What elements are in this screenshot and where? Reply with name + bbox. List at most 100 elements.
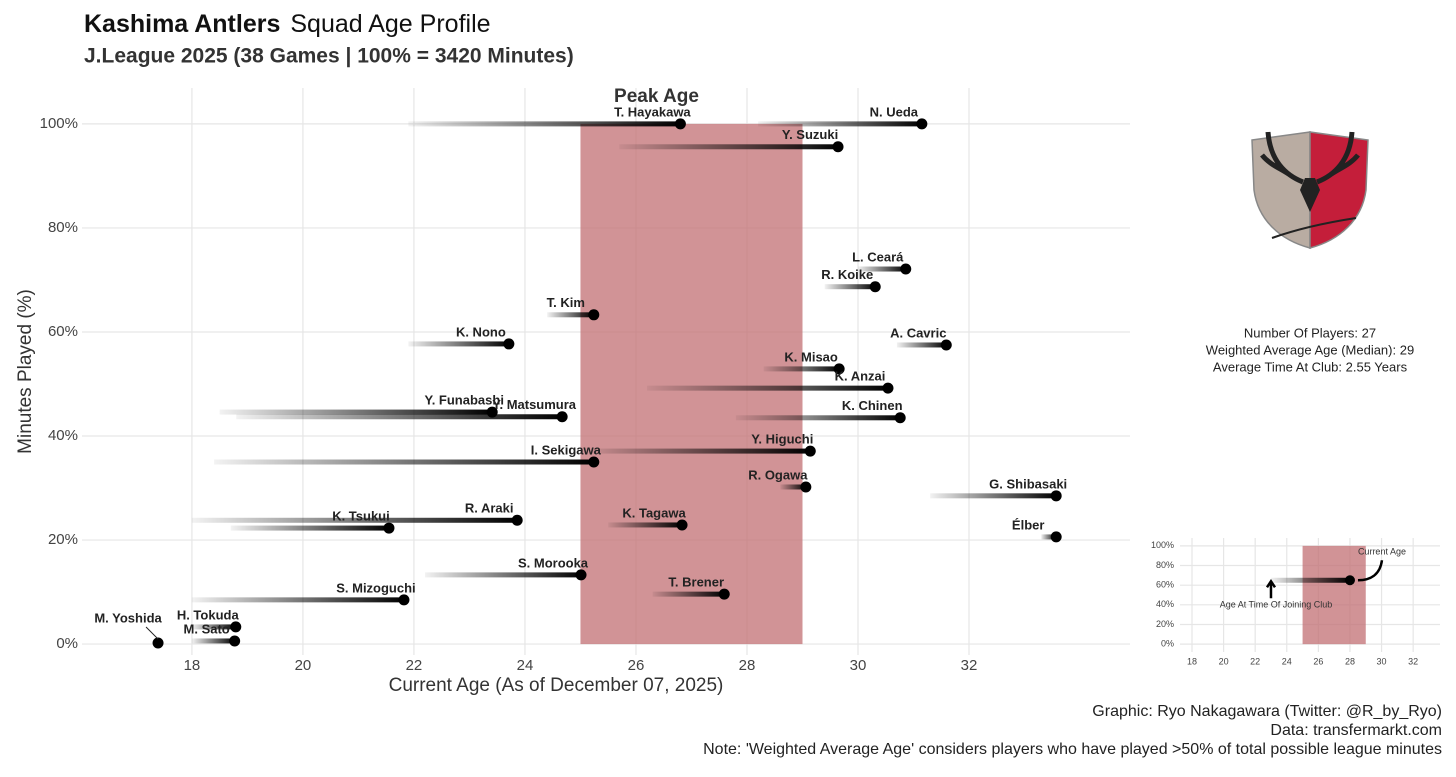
tenure-tail [763,366,840,372]
stat-line: Weighted Average Age (Median): 29 [1206,342,1414,357]
y-tick-label: 100% [40,115,78,132]
captions: Graphic: Ryo Nakagawara (Twitter: @R_by_… [703,703,1442,758]
tenure-tail [896,342,947,348]
title-suffix: Squad Age Profile [290,10,490,38]
player-point [869,281,881,293]
player-point [152,637,164,649]
player-name: Élber [1012,517,1045,532]
player-name: M. Sato [184,621,230,636]
player-point [894,412,906,424]
player-name: K. Tagawa [622,505,686,520]
title: Kashima Antlers Squad Age Profile [84,10,491,38]
x-tick-label: 18 [184,657,201,674]
x-tick-label: 24 [517,657,534,674]
tenure-tail [1270,577,1350,583]
player-point [230,621,242,633]
tenure-tail [408,341,509,347]
legend-inset: 0% 20% 40% 60% 80% 100% 18 20 22 24 26 28 30 32 Curren… [1151,538,1440,666]
player-name: G. Shibasaki [989,476,1067,491]
tenure-tail [780,484,806,490]
player-point [575,569,587,581]
player-name: Y. Funabashi [424,393,503,408]
y-tick-label: 60% [48,323,78,340]
player-name: A. Cavric [890,325,946,340]
player-point [882,382,894,394]
player-name: M. Yoshida [94,610,162,625]
example-point [1344,575,1355,586]
player-name: N. Ueda [870,104,919,119]
player-point [398,594,410,606]
tenure-tail [930,493,1057,499]
tenure-tail [191,517,518,523]
player-point [718,588,730,600]
title-main: Kashima Antlers [84,10,280,38]
player-name: Y. Higuchi [751,432,813,447]
player-name: L. Ceará [852,249,904,264]
tenure-tail [591,448,811,454]
y-tick-label: 100% [1151,540,1174,550]
player-name: K. Chinen [842,398,903,413]
player-name: I. Sekigawa [531,442,602,457]
tenure-tail [236,414,563,420]
player-point [916,118,928,130]
joined-age-label: Age At Time Of Joining Club [1220,600,1333,610]
band-label: Peak Age [614,86,699,107]
tenure-tail [547,312,594,318]
label-leader [145,626,159,640]
tenure-tail [619,144,839,150]
tenure-tail [824,284,876,290]
x-tick-label: 22 [1250,656,1260,666]
player-point [1050,490,1062,502]
x-tick-label: 20 [1219,656,1229,666]
x-tick-label: 28 [739,657,756,674]
player-point [383,522,395,534]
player-point [832,141,844,153]
y-tick-label: 80% [1156,560,1174,570]
peak-band [580,123,803,645]
x-tick-label: 18 [1187,656,1197,666]
caption: Graphic: Ryo Nakagawara (Twitter: @R_by_… [1092,703,1442,720]
player-point [833,363,845,375]
caption: Note: 'Weighted Average Age' considers p… [703,741,1442,758]
x-tick-label: 28 [1345,656,1355,666]
club-logo [1251,131,1369,249]
player-name: K. Nono [456,324,506,339]
player-point [800,481,812,493]
y-tick-label: 60% [1156,580,1174,590]
y-tick-label: 0% [1161,639,1174,649]
caption: Data: transfermarkt.com [1270,722,1442,739]
main-plot: 0% 20% 40% 60% 80% 100% 18 20 22 24 26 28 30 32 Peak A… [15,86,1130,696]
player-name: T. Kim [547,295,585,310]
player-name: T. Hayakawa [614,104,691,119]
arrow [1265,579,1277,599]
x-tick-label: 22 [406,657,423,674]
tenure-tail [219,409,493,415]
player-point [503,338,515,350]
y-tick-label: 40% [48,427,78,444]
player-point [940,339,952,351]
x-tick-label: 30 [1377,656,1387,666]
player-name: R. Koike [821,267,873,282]
arrow [1357,560,1384,582]
tenure-tail [758,121,922,127]
player-name: K. Tsukui [332,509,390,524]
player-point [588,309,600,321]
player-point [588,456,600,468]
y-axis-label: Minutes Played (%) [15,289,36,454]
tenure-tail [191,638,235,644]
tenure-tail [1041,534,1057,540]
player-point [676,519,688,531]
y-tick-label: 20% [48,531,78,548]
tenure-tail [214,459,594,465]
x-tick-label: 20 [295,657,312,674]
player-name: R. Ogawa [748,467,808,482]
player-point [511,514,523,526]
player-name: S. Mizoguchi [336,580,415,595]
y-tick-label: 80% [48,219,78,236]
tenure-tail [735,415,901,421]
player-point [556,411,568,423]
x-tick-label: 32 [1408,656,1418,666]
tenure-tail [191,597,404,603]
x-tick-label: 24 [1282,656,1292,666]
